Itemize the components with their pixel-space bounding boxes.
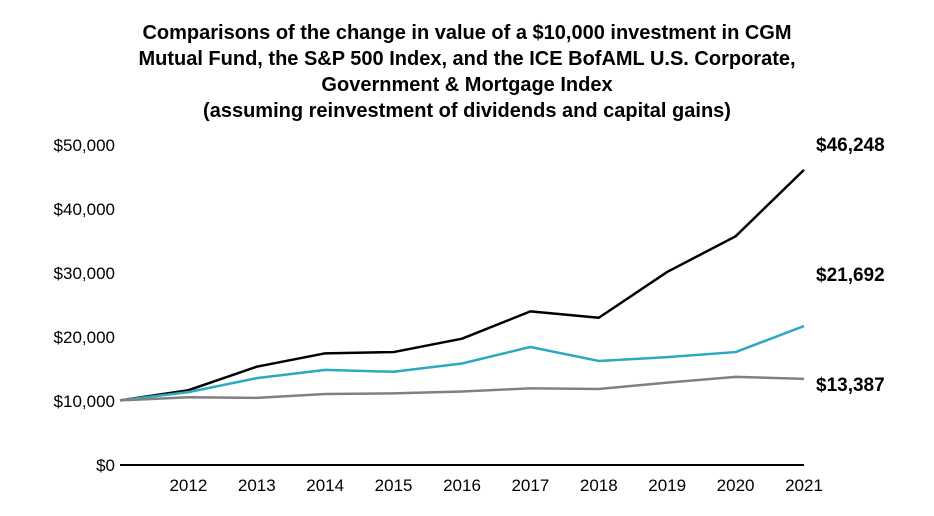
- plot-area: [120, 146, 804, 466]
- chart-title: Comparisons of the change in value of a …: [30, 20, 904, 124]
- series-ice_bofa: [120, 377, 804, 401]
- y-axis-tick: $30,000: [30, 264, 115, 284]
- x-axis-tick: 2016: [443, 476, 481, 496]
- x-axis-tick: 2013: [238, 476, 276, 496]
- y-axis-tick: $20,000: [30, 328, 115, 348]
- y-axis-tick: $10,000: [30, 392, 115, 412]
- x-axis-tick: 2021: [785, 476, 823, 496]
- x-axis-tick: 2019: [648, 476, 686, 496]
- line-chart-svg: [120, 146, 804, 464]
- end-label-ice_bofa: $13,387: [816, 375, 885, 397]
- series-cgm: [120, 326, 804, 400]
- title-line1: Comparisons of the change in value of a …: [30, 20, 904, 46]
- title-line3: Government & Mortgage Index: [30, 72, 904, 98]
- x-axis-tick: 2015: [375, 476, 413, 496]
- x-axis-tick: 2012: [169, 476, 207, 496]
- title-line4: (assuming reinvestment of dividends and …: [30, 98, 904, 124]
- end-label-sp500: $46,248: [816, 135, 885, 157]
- chart-container: $0 $10,000 $20,000 $30,000 $40,000 $50,000 201…: [30, 136, 904, 496]
- x-axis-tick: 2017: [511, 476, 549, 496]
- series-sp500: [120, 170, 804, 401]
- title-line2: Mutual Fund, the S&P 500 Index, and the …: [30, 46, 904, 72]
- x-axis-tick: 2014: [306, 476, 344, 496]
- y-axis-tick: $40,000: [30, 200, 115, 220]
- y-axis-tick: $0: [30, 456, 115, 476]
- y-axis-tick: $50,000: [30, 136, 115, 156]
- x-axis-tick: 2020: [717, 476, 755, 496]
- x-axis-tick: 2018: [580, 476, 618, 496]
- end-label-cgm: $21,692: [816, 265, 885, 287]
